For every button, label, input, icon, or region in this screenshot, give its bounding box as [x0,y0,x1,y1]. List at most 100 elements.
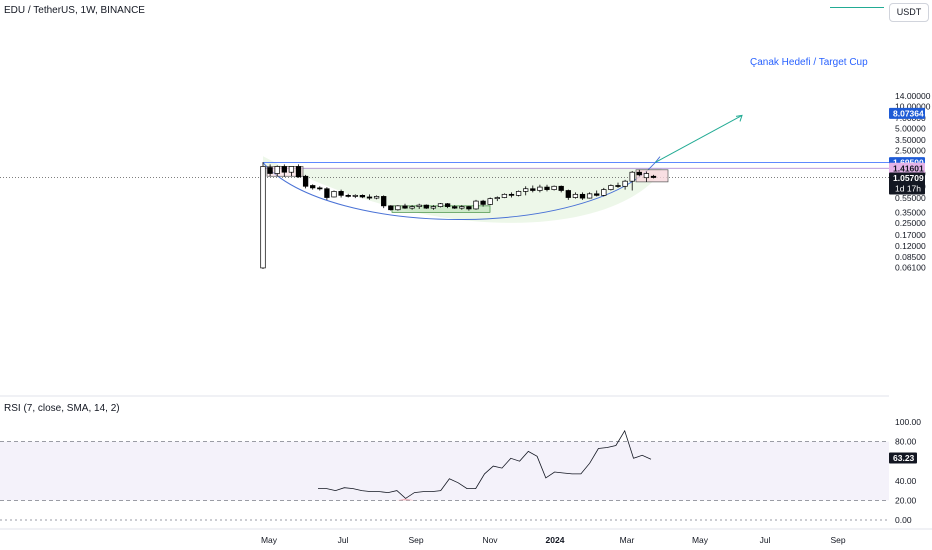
candle-body [288,166,295,173]
candle-body [537,186,543,191]
candle-body [643,173,650,179]
candle-body [551,185,557,190]
time-tick-label: May [692,535,709,545]
price-tick-label: 5.00000 [895,124,926,134]
price-label-text: 1.69500 [893,158,924,168]
candle-body [260,166,266,269]
top-indicator-line [830,7,884,8]
price-label-text: 1.41601 [893,163,924,173]
candle-body [586,193,593,199]
chart-title: EDU / TetherUS, 1W, BINANCE [4,5,145,16]
candle-body [402,205,408,209]
candle-body [629,171,635,182]
time-axis: May Jul Sep Nov 2024 Mar May Jul Sep [261,535,846,545]
candle-body [608,185,614,190]
price-tick-label: 3.50000 [895,135,926,145]
candle-body [388,205,394,211]
price-label-box [889,162,925,174]
rsi-oversold-fill [396,498,415,501]
rsi-tick-label: 100.00 [895,417,921,427]
candle-body [622,180,628,187]
candle-body [267,167,273,174]
time-tick-label: Nov [482,535,498,545]
candle-body [302,175,309,187]
price-label-box [889,172,925,195]
price-tick-label: 0.12000 [895,241,926,251]
candle-body [594,193,600,196]
candle-body [572,193,579,198]
target-arrow-line [654,114,743,164]
time-tick-label: Jul [760,535,771,545]
price-label-text: 1.05709 [893,173,924,183]
price-tick-label: 0.25000 [895,218,926,228]
rsi-tick-label: 40.00 [895,476,917,486]
candle-body [601,189,607,196]
price-label-text: 8.07364 [893,108,924,118]
candle-body [338,191,344,196]
candle-body [345,194,351,197]
candle-body [281,166,287,173]
candle-body [366,196,373,199]
target-annotation: Çanak Hedefi / Target Cup [750,57,868,68]
rsi-value-box [889,452,917,464]
candle-body [331,191,337,198]
candle-body [530,188,536,191]
time-tick-label: May [261,535,278,545]
price-tick-label: 0.17000 [895,230,926,240]
candle-body [544,186,550,190]
price-axis: 14.0000010.000007.000005.000003.500002.5… [889,91,931,525]
candle-body [494,197,500,200]
price-pane: Çanak Hedefi / Target Cup [0,57,932,530]
cup-area [263,156,662,223]
price-tick-label: 14.00000 [895,91,931,101]
candle-body [452,206,458,209]
target-arrow-head [735,114,743,122]
candle-body [423,204,429,209]
rsi-value-label: 63.23 [893,453,915,463]
time-tick-label: Sep [408,535,423,545]
candle-body [430,206,437,209]
candle-body [558,185,564,191]
rsi-tick-label: 0.00 [895,515,912,525]
handle-box [635,169,669,183]
candle-body [352,194,358,197]
candle-body [459,206,465,209]
candle-body [409,206,415,209]
time-tick-label: Mar [620,535,635,545]
price-label-subtext: 1d 17h [895,183,921,193]
candle-body [473,200,479,210]
rsi-line [318,429,652,499]
rsi-title: RSI (7, close, SMA, 14, 2) [4,403,120,414]
candle-body [416,204,422,207]
price-label-box [889,107,925,119]
rsi-band [0,441,889,501]
candle-body [295,166,302,178]
candle-body [480,200,486,205]
candle-body [579,193,586,199]
price-tick-label: 0.35000 [895,207,926,217]
price-tick-label: 0.55000 [895,193,926,203]
candle-body [466,206,472,210]
candle-body [381,196,387,207]
candle-body [565,190,571,198]
candle-body [373,196,380,199]
candle-body [359,194,366,198]
candle-body [523,188,529,192]
candle-body [274,166,280,174]
rsi-pane [0,429,889,521]
price-tick-label: 2.50000 [895,145,926,155]
time-tick-label: Jul [338,535,349,545]
candle-body [395,205,401,211]
candle-body [324,188,330,198]
candle-body [501,193,508,198]
candle-body [636,171,642,176]
price-tick-label: 0.06100 [895,262,926,272]
candle-body [317,187,323,190]
rsi-tick-label: 20.00 [895,495,917,505]
price-tick-label: 10.00000 [895,102,931,112]
time-tick-label: 2024 [546,535,565,545]
currency-button[interactable]: USDT [889,3,929,22]
candle-body [615,185,621,187]
candle-body [508,193,515,196]
